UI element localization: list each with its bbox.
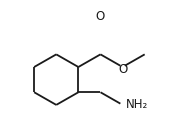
Text: NH₂: NH₂ — [126, 98, 148, 111]
Text: O: O — [118, 63, 127, 76]
Text: O: O — [96, 10, 105, 23]
